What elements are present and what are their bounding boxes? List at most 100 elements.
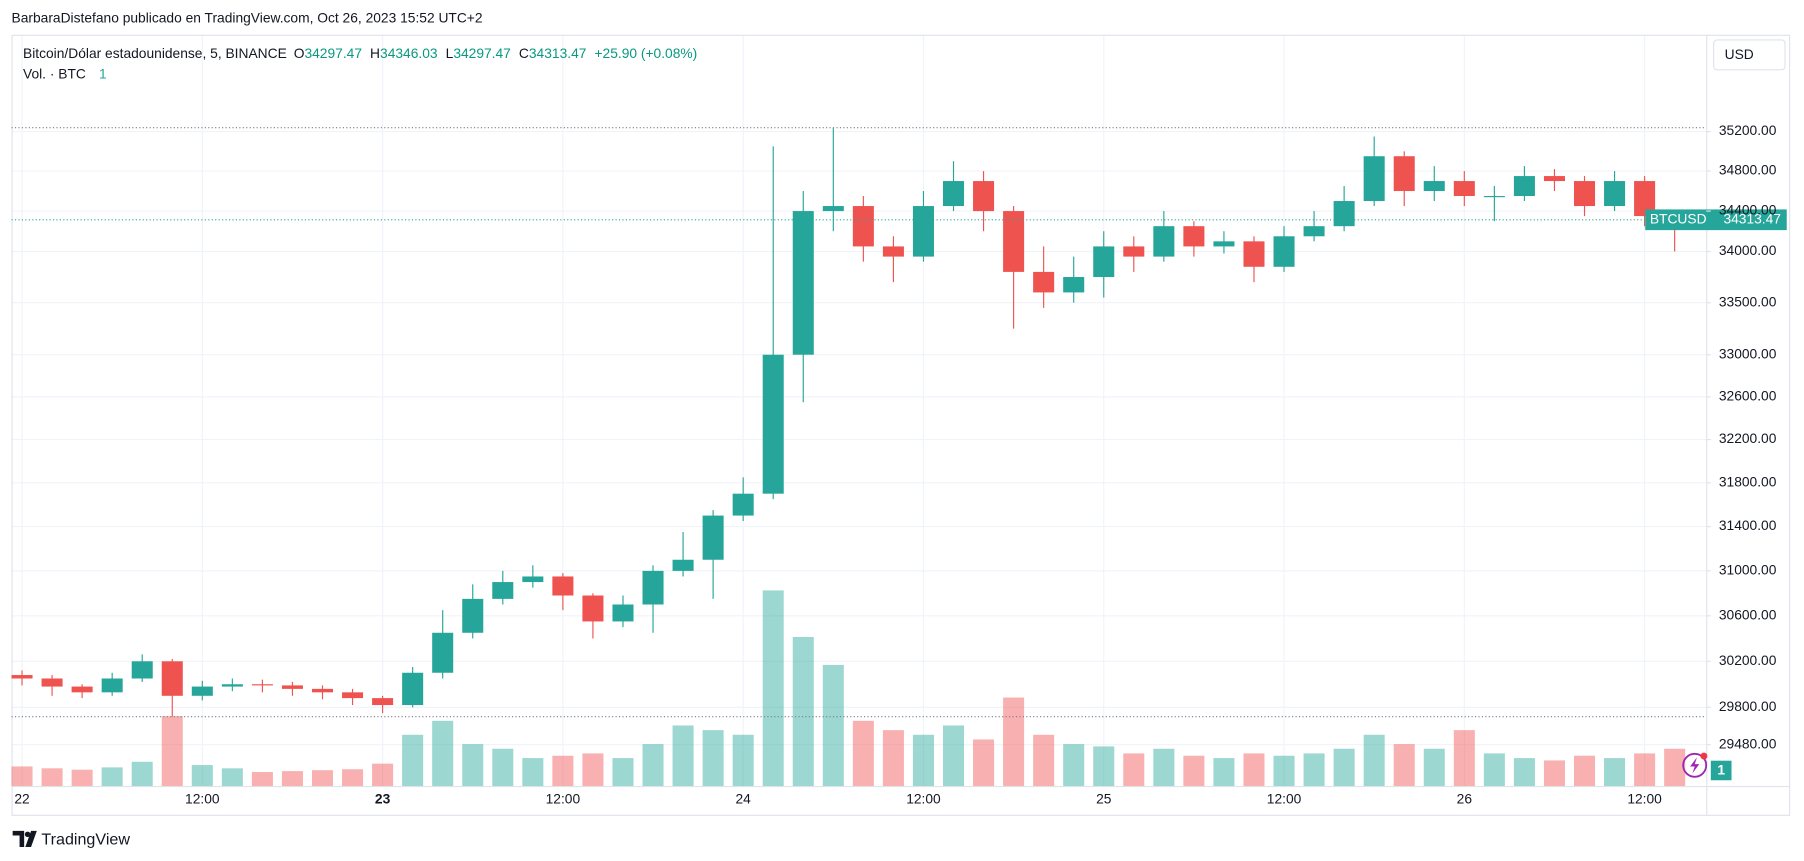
candle-body [942,181,965,207]
lightning-icon [1682,752,1708,778]
legend-field-value: 34297.47 [453,46,511,61]
candle-body [1213,241,1235,247]
currency-button-label[interactable]: USD [1725,47,1754,62]
volume-bar [71,769,93,787]
volume-bar [131,761,153,787]
candle-body [41,678,63,687]
volume-legend-value: 1 [99,67,107,82]
y-tick-label: 29480.00 [1719,736,1777,751]
y-tick-label: 34400.00 [1719,203,1777,218]
candle-body [582,595,604,622]
badge-box [1710,760,1732,781]
volume-bar [342,769,364,787]
candle-body [612,604,634,622]
candle-body [822,206,844,212]
volume-bar [161,716,183,787]
candle-body [1153,226,1175,257]
candle-body [1303,226,1325,237]
volume-bar [942,725,965,787]
volume-bar [1123,753,1145,787]
volume-bar [1153,748,1175,787]
candle-body [402,672,424,706]
candle-body [71,686,93,693]
y-tick-label: 32200.00 [1719,431,1777,446]
candle-body [973,181,995,212]
volume-bar [1003,697,1025,787]
legend-field-value: 34346.03 [380,46,438,61]
volume-bar [1664,748,1686,787]
y-tick-label: 31800.00 [1719,474,1777,489]
candle-body [852,206,874,247]
x-tick-label: 12:00 [1627,791,1662,806]
candle-body [101,678,123,693]
legend-field-label: H [370,46,380,61]
last-price-box [1645,209,1787,231]
volume-bar [1213,758,1235,787]
candle-body [732,493,754,516]
candle-body [912,206,934,257]
volume-bar [552,755,574,787]
candle-body [1363,156,1385,202]
candle-body [342,692,364,699]
candle-body [882,246,904,257]
x-tick-label: 12:00 [906,791,941,806]
candle-body [1634,181,1656,217]
x-tick-label: 12:00 [1267,791,1302,806]
volume-bar [822,664,844,787]
publisher-note: BarbaraDistefano publicado en TradingVie… [12,10,483,25]
volume-bar [973,739,995,787]
candle-body [131,661,153,679]
volume-bar [1183,755,1205,787]
candle-body [161,661,183,696]
volume-bar [1363,734,1385,787]
x-tick-label: 12:00 [185,791,220,806]
volume-bar [1033,734,1055,787]
candle-body [1423,181,1445,192]
volume-bar [1604,758,1626,787]
candle-body [1453,181,1475,197]
legend-change: +25.90 (+0.08%) [594,46,697,61]
x-tick-label: 24 [735,791,751,806]
volume-bar [582,753,604,787]
volume-bar [702,730,724,787]
candle-body [1333,201,1355,227]
candle-body [1093,246,1115,278]
volume-bar [1573,755,1596,787]
badge-label: 1 [1717,763,1725,778]
candle-body [1513,176,1535,197]
y-tick-label: 33000.00 [1719,346,1777,361]
candle-body [251,684,273,686]
legend-fields: O 34297.47 H 34346.03 L 34297.47 C 34313.47 +25.… [294,46,698,61]
brand-name: TradingView [41,830,130,848]
legend-field-label: O [294,46,305,61]
legend-title: Bitcoin/Dólar estadounidense, 5, BINANCE [23,46,287,61]
volume-layer [11,590,1686,787]
volume-bar [1093,746,1115,787]
volume-bar [191,765,213,787]
candle-body [372,698,394,706]
candle-body [1393,156,1415,192]
candle-body [792,211,814,355]
volume-bar [1543,760,1565,787]
volume-bar [1634,753,1656,787]
currency-button[interactable] [1713,39,1786,71]
volume-bar [732,734,754,787]
volume-bar [1303,753,1325,787]
grid [11,34,1707,787]
candle-body [1543,176,1565,182]
candle-body [191,686,213,696]
y-tick-label: 31400.00 [1719,518,1777,533]
candle-body [492,582,514,599]
volume-bar [1243,753,1265,787]
candle-body [311,688,334,693]
volume-bar [281,771,303,787]
candle-body [432,632,454,673]
y-tick-label: 30600.00 [1719,607,1777,622]
volume-bar [852,720,874,787]
volume-bar [221,768,243,787]
y-tick-label: 34800.00 [1719,163,1777,178]
candle-body [1003,211,1025,272]
overlay-layer: BTCUSD 34313.47 [11,127,1787,718]
